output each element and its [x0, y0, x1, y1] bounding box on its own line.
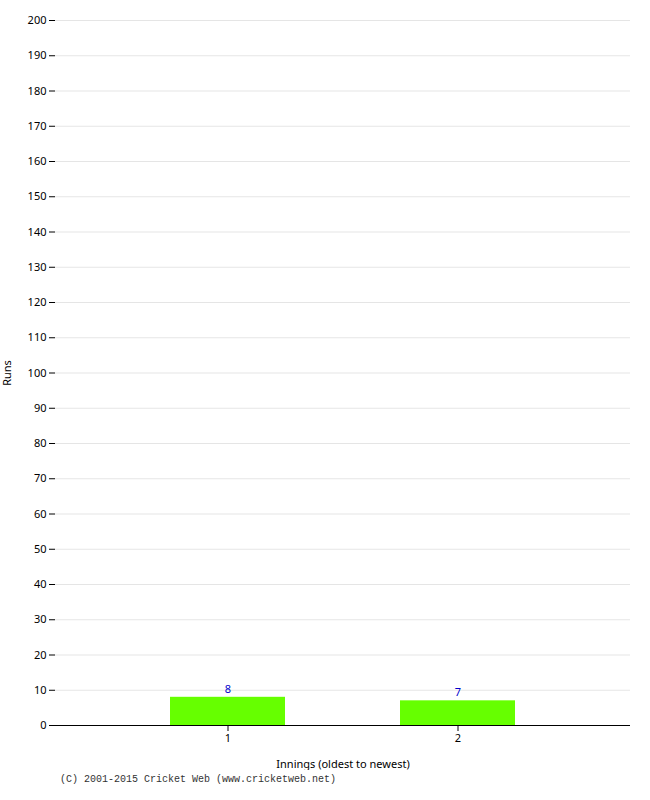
svg-text:8: 8: [225, 681, 231, 696]
svg-text:150: 150: [28, 188, 47, 203]
svg-text:70: 70: [34, 470, 47, 485]
svg-text:170: 170: [28, 118, 47, 133]
svg-text:130: 130: [28, 259, 47, 274]
html-text:(C) 2001-2015 Cricket Web (www: (C) 2001-2015 Cricket Web (www.cricketwe…: [60, 774, 336, 785]
svg-text:140: 140: [28, 224, 47, 239]
svg-text:0: 0: [40, 717, 46, 732]
svg-text:80: 80: [34, 435, 47, 450]
svg-text:30: 30: [34, 611, 47, 626]
svg-text:50: 50: [34, 541, 47, 556]
svg-text:10: 10: [34, 682, 47, 697]
svg-text:1: 1: [225, 730, 231, 745]
svg-text:60: 60: [34, 506, 47, 521]
svg-text:Runs: Runs: [0, 360, 14, 386]
svg-text:190: 190: [28, 47, 47, 62]
svg-text:40: 40: [34, 576, 47, 591]
svg-text:200: 200: [28, 12, 47, 27]
svg-text:7: 7: [455, 684, 461, 699]
svg-text:2: 2: [455, 730, 461, 745]
svg-text:120: 120: [28, 294, 47, 309]
svg-text:Innings (oldest to newest): Innings (oldest to newest): [276, 756, 409, 771]
svg-text:110: 110: [28, 329, 47, 344]
svg-text:160: 160: [28, 153, 47, 168]
svg-text:100: 100: [28, 365, 47, 380]
svg-text:90: 90: [34, 400, 47, 415]
svg-text:180: 180: [28, 83, 47, 98]
svg-text:20: 20: [34, 647, 47, 662]
